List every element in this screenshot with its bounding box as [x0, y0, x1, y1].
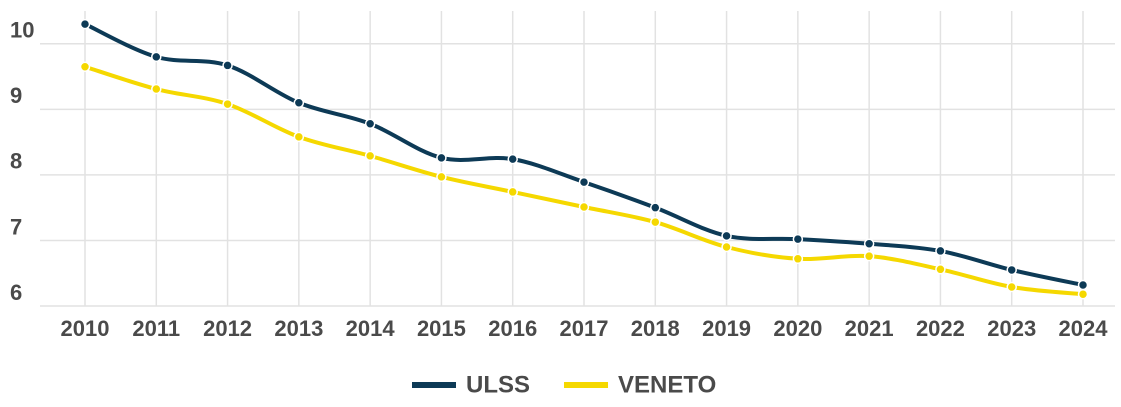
data-point	[364, 118, 376, 130]
x-tick-label: 2016	[488, 316, 537, 341]
x-tick-label: 2018	[631, 316, 680, 341]
data-point	[1077, 288, 1089, 300]
data-point	[436, 171, 447, 183]
x-tick-label: 2010	[61, 316, 110, 341]
data-point	[222, 98, 233, 110]
x-tick-label: 2017	[560, 316, 609, 341]
data-point	[151, 83, 162, 95]
data-point	[507, 186, 518, 198]
x-tick-label: 2020	[773, 316, 822, 341]
x-tick-label: 2023	[987, 316, 1036, 341]
data-point	[79, 61, 91, 72]
data-point	[792, 233, 804, 245]
y-tick-label: 6	[10, 280, 22, 305]
x-tick-label: 2021	[845, 316, 894, 341]
data-point	[1077, 279, 1089, 291]
x-tick-label: 2022	[916, 316, 965, 341]
legend-label: ULSS	[466, 371, 530, 398]
data-point	[79, 18, 91, 30]
y-tick-label: 9	[10, 83, 22, 108]
x-tick-label: 2012	[203, 316, 252, 341]
y-tick-label: 8	[10, 149, 22, 174]
data-point	[293, 97, 305, 109]
data-point	[650, 202, 661, 213]
x-tick-label: 2011	[132, 316, 180, 341]
data-point	[1006, 264, 1017, 276]
x-tick-label: 2013	[274, 316, 323, 341]
x-tick-label: 2015	[417, 316, 466, 341]
data-point	[935, 264, 946, 275]
x-tick-label: 2019	[702, 316, 751, 341]
data-point	[863, 238, 875, 249]
data-point	[721, 230, 732, 242]
data-point	[721, 241, 732, 253]
data-point	[364, 150, 376, 162]
x-tick-label: 2014	[346, 316, 396, 341]
y-tick-label: 7	[10, 214, 22, 239]
data-point	[650, 216, 661, 228]
data-point	[578, 201, 590, 213]
legend-label: VENETO	[618, 371, 716, 398]
data-point	[792, 253, 804, 265]
y-tick-label: 10	[10, 18, 34, 43]
data-point	[436, 152, 447, 164]
data-point	[935, 245, 946, 257]
x-tick-label: 2024	[1059, 316, 1109, 341]
data-point	[151, 51, 162, 63]
data-point	[578, 176, 590, 188]
data-point	[507, 153, 518, 165]
data-point	[1006, 281, 1017, 293]
data-point	[293, 131, 305, 143]
data-point	[222, 60, 233, 71]
data-point	[863, 250, 875, 262]
